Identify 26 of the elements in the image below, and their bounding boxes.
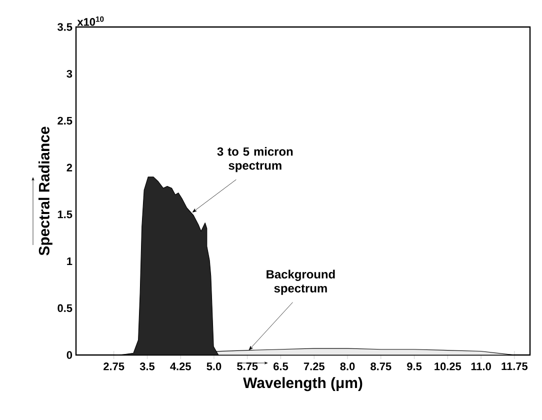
x-tick-label: 9.5 xyxy=(407,362,422,370)
x-tick-label: 7.25 xyxy=(304,362,324,370)
x-tick-label: 8.75 xyxy=(370,362,392,370)
y-tick-label: 0 xyxy=(66,351,72,359)
y-tick-label: 2 xyxy=(66,164,72,172)
x-tick-label: 4.25 xyxy=(170,362,191,370)
x-tick-label: 10.25 xyxy=(434,362,462,370)
x-tick-label: 5.0 xyxy=(206,362,222,370)
x-tick-label: 5.75 xyxy=(237,362,258,370)
x-tick-label: 6.5 xyxy=(274,362,288,370)
x-axis-title: Wavelength (μm) xyxy=(243,377,362,392)
x-tick-label: 8.0 xyxy=(340,362,355,370)
y-tick-label: 3 xyxy=(66,70,72,78)
y-tick-label: 3.5 xyxy=(58,23,72,31)
x-tick-label: 11.75 xyxy=(502,362,528,370)
y-tick-label: 1.5 xyxy=(58,210,72,218)
x-tick-label: 3.5 xyxy=(140,362,155,370)
text: x10$^{10}$ xyxy=(77,16,104,26)
annotation: 3 to 5 micron spectrum xyxy=(217,147,293,172)
y-tick-label: 0.5 xyxy=(58,304,72,312)
y-tick-label: 1 xyxy=(67,258,72,266)
x-tick-label: 11.0 xyxy=(471,362,491,370)
annotation: Background spectrum xyxy=(266,270,335,295)
x-tick-label: 2.75 xyxy=(104,362,124,370)
y-tick-label: 2.5 xyxy=(58,116,72,125)
y-axis-title: Spectral Radiance xyxy=(38,126,52,256)
